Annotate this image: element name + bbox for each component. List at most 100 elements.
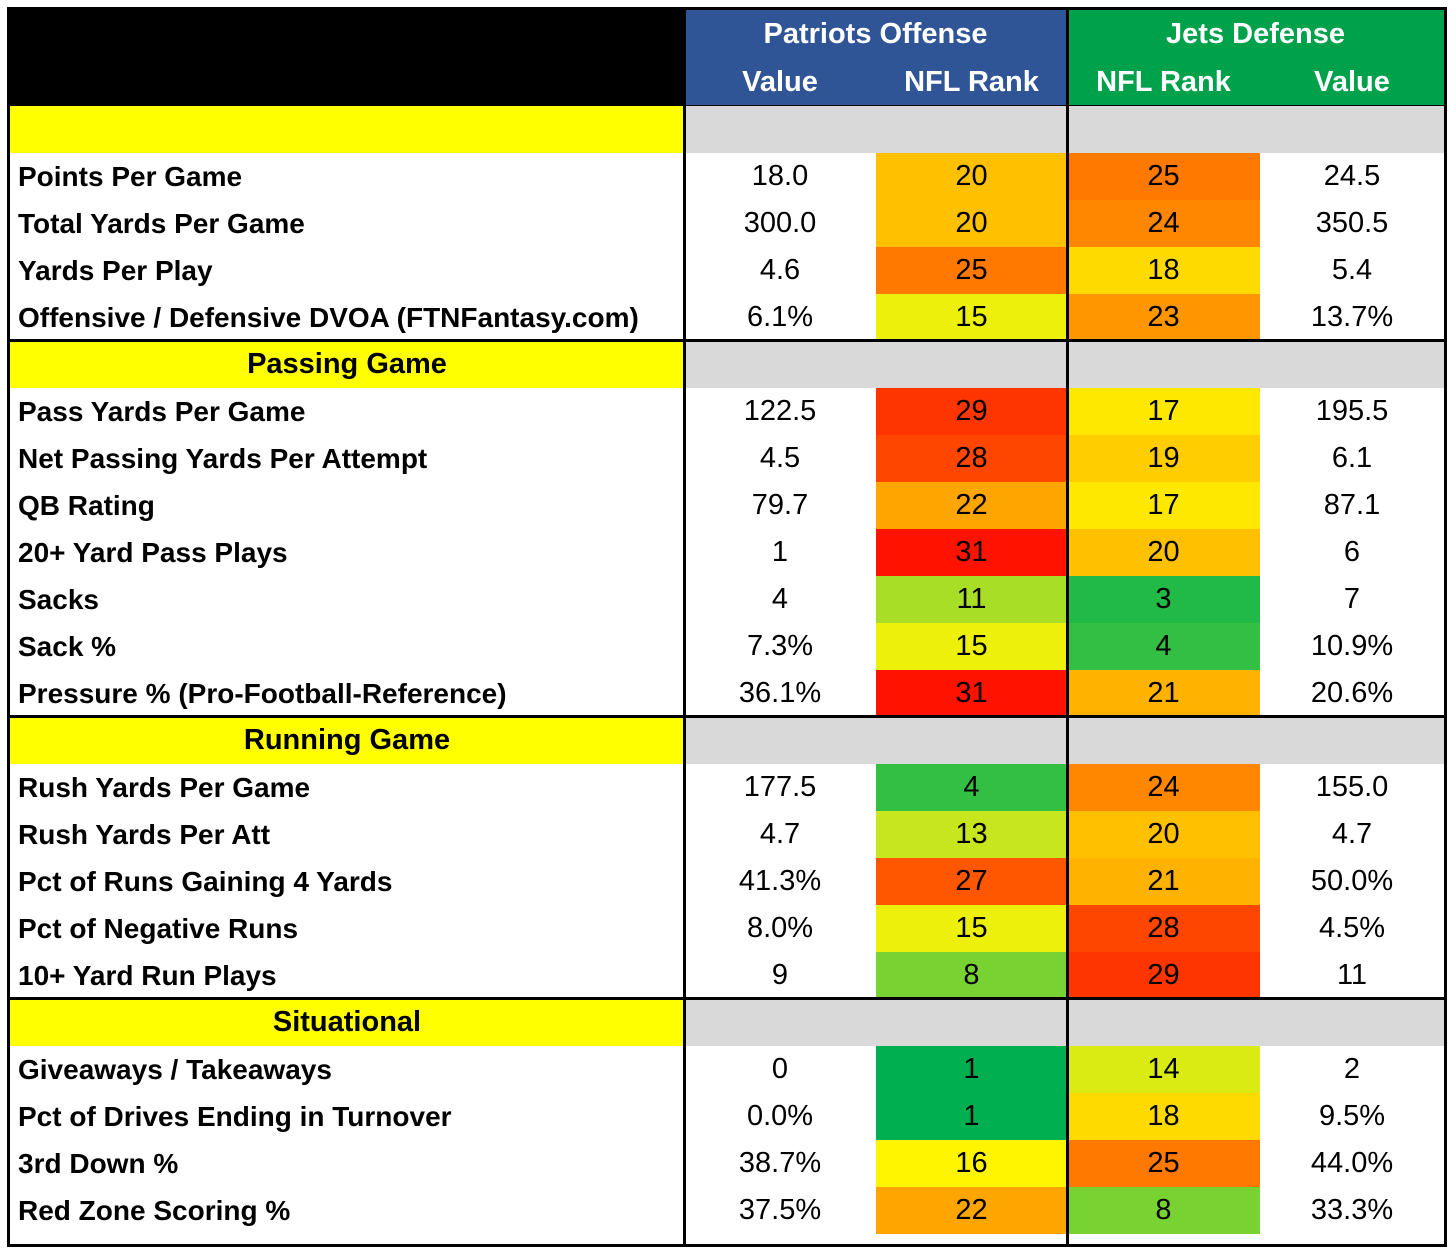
off-rank: 15: [876, 905, 1067, 952]
stat-label: Offensive / Defensive DVOA (FTNFantasy.c…: [18, 301, 639, 333]
off-rank: 31: [876, 670, 1067, 717]
off-rank: 15: [876, 623, 1067, 670]
off-value: 0.0%: [746, 1100, 814, 1132]
off-rank: 27: [876, 858, 1067, 905]
off-rank: 28: [876, 435, 1067, 482]
def-value: 4.7: [1331, 818, 1373, 850]
def-rank: 24: [1067, 764, 1260, 811]
section-spacer: [684, 999, 1444, 1046]
def-rank: 23: [1067, 294, 1260, 341]
def-rank: 17: [1067, 482, 1260, 529]
def-rank: 3: [1067, 576, 1260, 623]
col-header-off-value: Value: [684, 58, 876, 106]
stat-label: Pct of Drives Ending in Turnover: [18, 1100, 452, 1132]
def-value: 20.6%: [1310, 677, 1394, 709]
stat-label: Sack %: [18, 630, 117, 662]
col-header-def-rank: NFL Rank: [1067, 58, 1260, 106]
def-value: 350.5: [1315, 207, 1389, 239]
group-header-jets-defense: Jets Defense: [1067, 10, 1444, 58]
off-value: 41.3%: [738, 865, 822, 897]
off-value: 6.1%: [746, 301, 814, 333]
def-value: 50.0%: [1310, 865, 1394, 897]
def-rank: 4: [1067, 623, 1260, 670]
off-value: 38.7%: [738, 1147, 822, 1179]
off-rank: 29: [876, 388, 1067, 435]
off-rank: 1: [876, 1046, 1067, 1093]
def-rank: 25: [1067, 1140, 1260, 1187]
def-rank: 18: [1067, 247, 1260, 294]
stat-label: Pressure % (Pro-Football-Reference): [18, 677, 507, 709]
def-rank: 14: [1067, 1046, 1260, 1093]
def-value: 195.5: [1315, 395, 1389, 427]
stat-label: Pass Yards Per Game: [18, 395, 306, 427]
def-rank: 18: [1067, 1093, 1260, 1140]
section-divider: [10, 997, 1444, 1000]
stat-label: 3rd Down %: [18, 1147, 179, 1179]
off-rank: 31: [876, 529, 1067, 576]
def-rank: 24: [1067, 200, 1260, 247]
stat-label: Total Yards Per Game: [18, 207, 305, 239]
col-header-off-rank: NFL Rank: [876, 58, 1067, 106]
off-rank: 16: [876, 1140, 1067, 1187]
off-rank: 15: [876, 294, 1067, 341]
stat-label: Giveaways / Takeaways: [18, 1053, 332, 1085]
def-rank: 25: [1067, 153, 1260, 200]
off-rank: 22: [876, 1187, 1067, 1234]
stat-label: QB Rating: [18, 489, 155, 521]
def-value: 6: [1343, 536, 1361, 568]
stat-label: Sacks: [18, 583, 99, 615]
off-value: 177.5: [743, 771, 817, 803]
column-divider: [1066, 10, 1069, 1244]
stat-label: Rush Yards Per Game: [18, 771, 311, 803]
section-spacer: [684, 341, 1444, 388]
def-rank: 21: [1067, 858, 1260, 905]
off-value: 8.0%: [746, 912, 814, 944]
section-divider: [10, 339, 1444, 342]
def-value: 4.5%: [1318, 912, 1386, 944]
off-value: 4.6: [759, 254, 801, 286]
off-rank: 4: [876, 764, 1067, 811]
def-rank: 20: [1067, 811, 1260, 858]
def-value: 5.4: [1331, 254, 1373, 286]
off-rank: 25: [876, 247, 1067, 294]
off-rank: 22: [876, 482, 1067, 529]
off-value: 79.7: [751, 489, 809, 521]
def-rank: 29: [1067, 952, 1260, 999]
off-rank: 13: [876, 811, 1067, 858]
def-value: 13.7%: [1310, 301, 1394, 333]
off-value: 9: [771, 959, 789, 991]
off-value: 4.7: [759, 818, 801, 850]
def-value: 11: [1336, 959, 1368, 991]
off-value: 1: [771, 536, 789, 568]
def-rank: 28: [1067, 905, 1260, 952]
off-rank: 1: [876, 1093, 1067, 1140]
stat-label: Pct of Runs Gaining 4 Yards: [18, 865, 393, 897]
def-value: 2: [1343, 1053, 1361, 1085]
off-rank: 11: [876, 576, 1067, 623]
off-value: 122.5: [743, 395, 817, 427]
off-value: 300.0: [743, 207, 817, 239]
off-value: 0: [771, 1053, 789, 1085]
off-rank: 20: [876, 153, 1067, 200]
def-value: 6.1: [1331, 442, 1373, 474]
stat-label: Points Per Game: [18, 160, 243, 192]
def-rank: 20: [1067, 529, 1260, 576]
section-title: Situational: [10, 999, 684, 1046]
stat-label: 20+ Yard Pass Plays: [18, 536, 288, 568]
def-rank: 19: [1067, 435, 1260, 482]
off-rank: 20: [876, 200, 1067, 247]
off-value: 18.0: [751, 160, 809, 192]
off-value: 7.3%: [746, 630, 814, 662]
def-value: 44.0%: [1310, 1147, 1394, 1179]
stat-label: Net Passing Yards Per Attempt: [18, 442, 428, 474]
group-header-patriots-offense: Patriots Offense: [684, 10, 1067, 58]
stat-label: Red Zone Scoring %: [18, 1194, 291, 1226]
section-divider: [10, 715, 1444, 718]
def-rank: 8: [1067, 1187, 1260, 1234]
section-spacer: [684, 717, 1444, 764]
section-title: Running Game: [10, 717, 684, 764]
off-value: 4: [771, 583, 789, 615]
def-value: 10.9%: [1310, 630, 1394, 662]
column-divider: [683, 10, 686, 1244]
def-value: 87.1: [1323, 489, 1381, 521]
